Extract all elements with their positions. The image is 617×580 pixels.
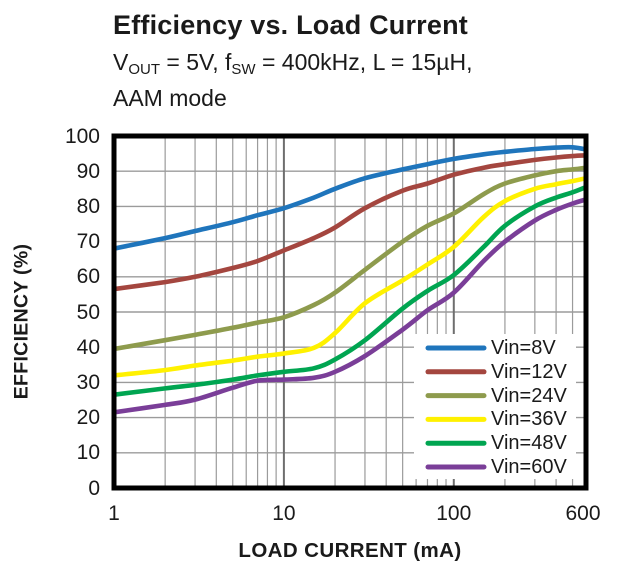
legend-label: Vin=24V (491, 384, 567, 407)
y-tick-label: 70 (76, 230, 100, 254)
legend-box (414, 334, 576, 479)
series-line-vin-36v (114, 175, 586, 378)
subscript-text: SW (231, 61, 256, 78)
series-line-vin-60v (114, 197, 586, 415)
legend-label: Vin=36V (491, 408, 567, 431)
chart-title: Efficiency vs. Load Current (113, 10, 468, 40)
legend-label: Vin=12V (491, 360, 567, 383)
x-tick-label: 600 (565, 502, 601, 525)
series-line-vin-48v (114, 184, 586, 397)
chart-subtitle-line2: AAM mode (113, 85, 227, 111)
legend-label: Vin=8V (491, 337, 556, 359)
y-tick-label: 10 (76, 441, 100, 465)
x-axis-label: LOAD CURRENT (mA) (238, 539, 462, 562)
x-tick-label: 10 (272, 502, 296, 525)
series-line-vin-24v (114, 165, 586, 352)
y-tick-label: 30 (76, 370, 100, 394)
legend-label: Vin=60V (491, 456, 567, 478)
series-line-vin-12v (114, 153, 586, 292)
y-tick-label: 100 (64, 124, 100, 148)
chart-subtitle-line1: VOUT = 5V, fSW = 400kHz, L = 15µH, (113, 46, 473, 82)
plot-frame (111, 133, 589, 491)
y-tick-label: 20 (76, 406, 100, 430)
subscript-text: OUT (128, 61, 161, 78)
subtitle-text: V (113, 49, 129, 75)
y-tick-label: 50 (76, 300, 100, 324)
y-tick-label: 90 (76, 159, 100, 183)
y-tick-label: 40 (76, 335, 100, 359)
x-tick-label: 100 (436, 502, 472, 525)
series-line-vin-8v (114, 144, 586, 251)
subtitle-text: = 400kHz, L = 15µH, (255, 49, 473, 75)
chart-subtitle: VOUT = 5V, fSW = 400kHz, L = 15µH, AAM m… (113, 46, 473, 115)
y-tick-label: 60 (76, 265, 100, 289)
legend-label: Vin=48V (491, 432, 567, 455)
x-tick-label: 1 (108, 502, 120, 525)
subtitle-text: = 5V, f (160, 49, 232, 75)
y-tick-label: 0 (88, 476, 100, 500)
y-tick-label: 80 (76, 194, 100, 218)
